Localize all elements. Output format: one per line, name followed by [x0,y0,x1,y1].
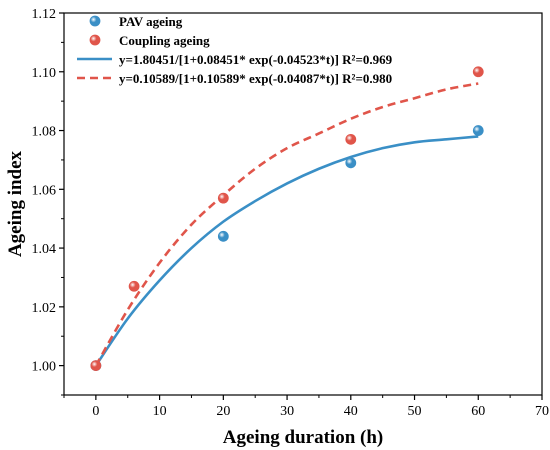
data-point-series-1 [90,360,102,372]
y-tick-label: 1.12 [32,7,57,22]
data-point-series-1 [217,192,229,204]
y-tick-label: 1.00 [32,360,57,375]
legend-label: Coupling ageing [119,33,210,48]
legend-label: y=0.10589/[1+0.10589* exp(-0.04087*t)] R… [119,71,392,86]
legend-label: PAV ageing [119,14,183,29]
legend-marker [89,15,101,27]
fit-curve-1 [94,82,479,367]
x-tick-label: 60 [471,404,485,419]
data-point-series-0 [217,230,229,242]
x-tick-label: 20 [216,404,230,419]
legend: PAV ageing Coupling ageing y=1.80451/[1+0.… [77,14,393,86]
y-tick-label: 1.10 [32,66,57,81]
x-tick-label: 50 [408,404,422,419]
x-tick-label: 0 [92,404,99,419]
x-tick-label: 40 [344,404,358,419]
y-tick-label: 1.02 [32,301,57,316]
legend-marker [89,34,101,46]
y-axis-title: Ageing index [5,150,26,257]
data-point-series-1 [345,133,357,145]
data-point-series-0 [345,157,357,169]
x-tick-label: 10 [153,404,167,419]
data-point-series-0 [472,125,484,136]
axes: 0 10 20 30 40 50 60 70 1.00 1.02 1.04 1.06 1.08 1.10 1… [32,7,550,419]
data-point-series-1 [128,280,140,292]
plot-frame [63,12,543,396]
y-tick-label: 1.06 [32,183,57,198]
data-points [90,66,484,372]
y-tick-label: 1.08 [32,125,57,140]
fit-curves [94,82,479,367]
x-axis-title: Ageing duration (h) [223,427,383,448]
fit-curve-0 [94,135,479,367]
x-tick-label: 30 [280,404,294,419]
x-tick-label: 70 [535,404,549,419]
legend-label: y=1.80451/[1+0.08451* exp(-0.04523*t)] R… [119,52,393,67]
data-point-series-1 [472,66,484,78]
y-tick-label: 1.04 [32,242,57,257]
